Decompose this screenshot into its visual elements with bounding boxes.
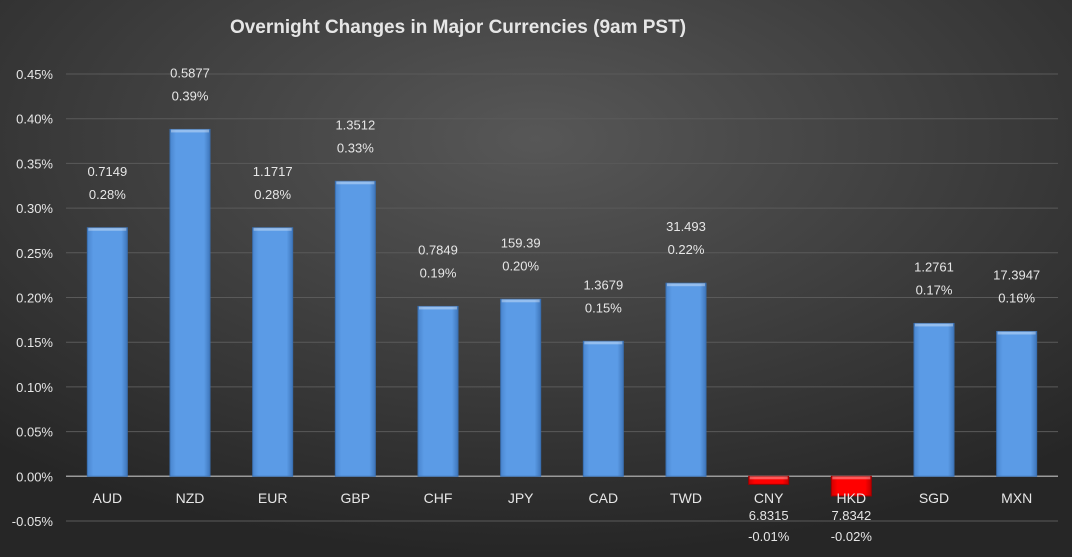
data-label-pct: 0.17% [916, 282, 953, 297]
data-label-pct: 0.39% [172, 88, 209, 103]
data-label-pct: 0.33% [337, 140, 374, 155]
y-tick-label: 0.25% [16, 246, 53, 261]
y-tick-label: 0.00% [16, 469, 53, 484]
bar-highlight [336, 181, 375, 185]
data-label-pct: -0.01% [748, 529, 790, 544]
data-label-rate: 1.2761 [914, 259, 954, 274]
chart-title: Overnight Changes in Major Currencies (9… [230, 17, 686, 38]
bar-highlight [584, 341, 623, 345]
bar-highlight [915, 323, 953, 327]
data-label-rate: 1.1717 [253, 164, 293, 179]
data-label-rate: 1.3679 [583, 277, 623, 292]
data-label-pct: -0.02% [831, 529, 873, 544]
bar-highlight [253, 227, 292, 231]
bar-gbp [334, 180, 376, 477]
bar-highlight [749, 476, 788, 480]
data-label-pct: 0.28% [89, 187, 126, 202]
bar-aud [86, 227, 128, 477]
bar-eur [252, 227, 294, 477]
bar-chf [417, 305, 459, 477]
y-tick-label: 0.05% [16, 425, 53, 440]
data-label-pct: 0.16% [998, 290, 1035, 305]
data-label-pct: 0.28% [254, 187, 291, 202]
bar-jpy [500, 298, 542, 477]
bar-sgd [913, 322, 955, 477]
data-label-pct: 0.20% [502, 258, 539, 273]
x-tick-label: AUD [93, 490, 123, 506]
bar-highlight [88, 227, 127, 231]
data-label-rate: 6.8315 [749, 508, 789, 523]
bar-highlight [171, 129, 209, 133]
x-tick-label: HKD [837, 490, 867, 506]
x-tick-label: CAD [589, 490, 619, 506]
y-tick-label: 0.40% [16, 112, 53, 127]
y-tick-label: 0.35% [16, 156, 53, 171]
y-tick-label: 0.10% [16, 380, 53, 395]
data-label-rate: 31.493 [666, 219, 706, 234]
bar-highlight [667, 283, 705, 287]
data-label-rate: 7.8342 [831, 508, 871, 523]
data-label-pct: 0.15% [585, 300, 622, 315]
data-label-pct: 0.22% [668, 242, 705, 257]
y-tick-label: 0.15% [16, 335, 53, 350]
bar-highlight [832, 476, 871, 480]
data-label-rate: 0.7849 [418, 242, 458, 257]
x-tick-label: MXN [1001, 490, 1032, 506]
x-tick-label: TWD [670, 490, 702, 506]
bar-cny [748, 475, 790, 485]
bar-hkd [830, 475, 872, 497]
bar-highlight [997, 331, 1036, 335]
data-label-rate: 1.3512 [335, 117, 375, 132]
data-label-rate: 17.3947 [993, 267, 1040, 282]
x-tick-label: CNY [754, 490, 784, 506]
bar-mxn [996, 330, 1038, 477]
y-tick-label: -0.05% [12, 514, 54, 529]
x-tick-label: EUR [258, 490, 288, 506]
x-tick-label: GBP [341, 490, 371, 506]
data-label-rate: 159.39 [501, 235, 541, 250]
data-label-rate: 0.7149 [87, 164, 127, 179]
y-tick-label: 0.45% [16, 67, 53, 82]
x-tick-label: CHF [424, 490, 453, 506]
y-tick-label: 0.20% [16, 291, 53, 306]
bar-cad [582, 340, 624, 477]
x-tick-label: JPY [508, 490, 534, 506]
data-label-pct: 0.19% [420, 265, 457, 280]
bar-highlight [419, 306, 457, 310]
data-label-rate: 0.5877 [170, 65, 210, 80]
x-tick-label: NZD [176, 490, 205, 506]
bar-nzd [169, 128, 211, 477]
y-tick-label: 0.30% [16, 201, 53, 216]
bar-highlight [501, 299, 540, 303]
x-tick-label: SGD [919, 490, 949, 506]
bar-twd [665, 282, 707, 477]
